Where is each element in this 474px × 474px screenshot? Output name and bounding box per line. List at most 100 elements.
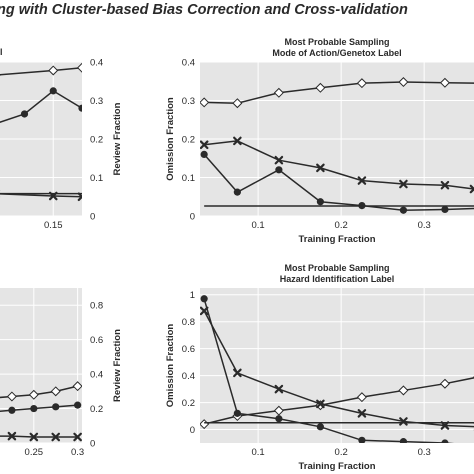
point-circle	[200, 150, 208, 158]
series-group	[200, 77, 474, 214]
x-axis-label: Training Fraction	[298, 234, 375, 245]
point-diamond	[28, 389, 39, 400]
y-tick-label: 0.8	[182, 317, 195, 328]
point-circle	[233, 188, 241, 196]
point-circle	[49, 87, 57, 95]
series-line-2	[0, 193, 82, 198]
point-x	[7, 431, 17, 441]
point-circle	[74, 401, 82, 409]
y-tick-label: 0.4	[182, 58, 195, 69]
series-line-1	[204, 140, 474, 190]
point-x	[357, 409, 367, 418]
point-diamond	[356, 392, 367, 403]
point-x	[357, 176, 367, 185]
series-group	[200, 295, 474, 443]
y-tick-label: 0.1	[182, 173, 195, 184]
panel-subtitle: Mode of Action/Genetox Label	[272, 48, 401, 58]
chart-panel-top-left: 0.15 0 0.1 0.2 0.3 0.4 Review Fraction	[0, 58, 123, 231]
x-tick-label: 0.1	[252, 447, 265, 458]
point-circle	[399, 206, 408, 214]
y2-axis-label: Review Fraction	[112, 102, 123, 175]
point-diamond	[76, 62, 82, 73]
point-diamond	[232, 98, 243, 109]
series-line-0	[204, 81, 474, 104]
y2-axis-label: Review Fraction	[112, 329, 123, 402]
y-axis-label: Omission Fraction	[165, 97, 176, 181]
y2-tick-label: 0.2	[90, 135, 103, 146]
x-tick-label: 0.15	[44, 220, 63, 231]
point-x	[399, 417, 408, 426]
point-circle	[20, 110, 29, 118]
series-group	[0, 381, 82, 442]
x-tick-label: 0.1	[252, 220, 265, 231]
panel-title: Most Probable Sampling	[284, 263, 389, 273]
y-tick-label: 0	[190, 212, 195, 223]
series-group	[0, 62, 82, 202]
y-tick-label: 1	[190, 290, 195, 301]
x-tick-label: 0.2	[335, 447, 348, 458]
point-circle	[233, 409, 241, 417]
point-circle	[52, 403, 60, 411]
y-tick-label: 0.6	[182, 344, 195, 355]
y-tick-label: 0.3	[182, 96, 195, 107]
point-diamond	[398, 77, 409, 88]
point-diamond	[439, 77, 450, 88]
point-x	[399, 179, 408, 189]
point-circle	[316, 198, 324, 206]
point-x	[73, 432, 82, 442]
point-circle	[441, 439, 449, 443]
y2-tick-label: 0.6	[90, 335, 103, 346]
point-x	[233, 368, 242, 378]
y-tick-label: 0.2	[182, 398, 195, 409]
point-diamond	[50, 386, 61, 397]
y2-tick-label: 0.3	[90, 96, 103, 107]
y-axis-label: Omission Fraction	[165, 324, 176, 408]
stray-label: l	[0, 47, 3, 57]
point-x	[469, 184, 474, 194]
chart-panel-bottom-right: 0.1 0.2 0.3 0 0.2 0.4 0.6 0.8 1 Most Probable Sam…	[165, 263, 474, 472]
point-x	[77, 192, 82, 202]
x-tick-label: 0.3	[418, 220, 431, 231]
point-diamond	[6, 391, 17, 402]
point-circle	[441, 205, 449, 214]
point-diamond	[398, 385, 409, 396]
point-diamond	[72, 381, 82, 392]
figure-title: ng with Cluster-based Bias Correction an…	[0, 2, 408, 18]
point-diamond	[273, 405, 284, 416]
point-diamond	[273, 87, 284, 98]
series-line-2	[203, 153, 474, 211]
point-x	[316, 163, 325, 173]
series-line-0	[0, 67, 82, 76]
chart-panel-top-right: 0.1 0.2 0.3 0 0.1 0.2 0.3 0.4 Most Probable Samp…	[165, 37, 474, 245]
y2-tick-label: 0	[90, 212, 95, 223]
point-diamond	[200, 97, 210, 108]
point-x	[51, 432, 61, 442]
y2-tick-label: 0	[90, 439, 95, 450]
x-axis-label: Training Fraction	[298, 461, 375, 472]
series-line-2	[203, 298, 455, 443]
point-x	[233, 136, 242, 146]
point-circle	[8, 406, 16, 414]
point-circle	[78, 104, 82, 112]
point-x	[200, 140, 209, 150]
point-x	[316, 399, 325, 409]
x-tick-label: 0.2	[335, 220, 348, 231]
point-x	[440, 180, 450, 190]
point-diamond	[439, 378, 450, 389]
series-line-1	[203, 310, 474, 428]
point-circle	[275, 415, 283, 423]
x-tick-label: 0.3	[71, 447, 84, 458]
point-x	[29, 432, 39, 442]
series-line-0	[203, 377, 474, 425]
panel-subtitle: Hazard Identification Label	[280, 274, 395, 284]
point-circle	[30, 404, 38, 413]
chart-panel-bottom-left: 0.25 0.3 0 0.2 0.4 0.6 0.8 Review Fraction	[0, 288, 123, 458]
point-diamond	[356, 78, 367, 89]
panel-title: Most Probable Sampling	[284, 37, 389, 47]
y2-tick-label: 0.1	[90, 173, 103, 184]
y2-tick-label: 0.8	[90, 301, 103, 312]
y2-tick-label: 0.4	[90, 58, 103, 69]
point-x	[274, 384, 284, 394]
point-circle	[200, 295, 208, 303]
